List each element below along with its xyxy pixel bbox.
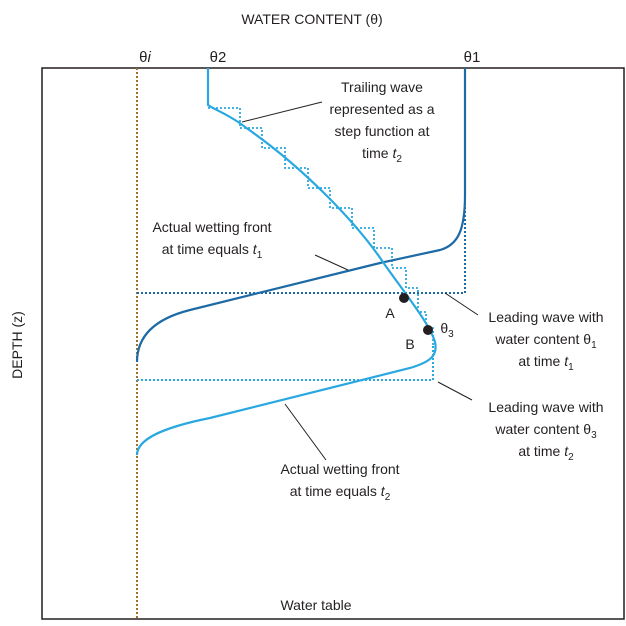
title: WATER CONTENT (θ) — [241, 11, 382, 27]
leading-wave-t2 — [137, 345, 434, 381]
annotation-line: water content θ3 — [494, 421, 597, 441]
annotation-line: Actual wetting front — [280, 461, 399, 477]
text: θ2 — [210, 49, 227, 66]
text: time — [362, 145, 392, 161]
leader-line — [284, 403, 327, 461]
leader-line — [314, 254, 349, 271]
annotation-line: Trailing wave — [341, 79, 423, 95]
leader-line — [241, 101, 323, 123]
variable: t — [381, 483, 386, 499]
variable: t — [392, 145, 397, 161]
text: water content θ — [494, 331, 591, 347]
text: θ1 — [464, 49, 481, 66]
top-label: θ1 — [464, 49, 481, 66]
bottom-label: Water table — [280, 597, 351, 613]
point-label: B — [405, 336, 414, 352]
leader-line — [437, 381, 473, 401]
annotation-line: time t2 — [362, 145, 402, 165]
annotation-line: at time equals t2 — [290, 483, 391, 503]
variable: i — [148, 49, 152, 66]
text: at time — [518, 443, 564, 459]
annotation-line: Leading wave with — [488, 309, 603, 325]
subscript: 3 — [448, 329, 454, 340]
text: Leading wave with — [488, 399, 603, 415]
wetting-front-t2 — [135, 68, 437, 456]
text: θ — [139, 49, 147, 66]
text: at time equals — [162, 241, 253, 257]
annotation-line: at time equals t1 — [162, 241, 263, 261]
variable: t — [564, 443, 569, 459]
text: Actual wetting front — [280, 461, 399, 477]
text: B — [405, 336, 414, 352]
variable: t — [564, 353, 569, 369]
subscript: 1 — [257, 250, 263, 261]
subscript: 1 — [591, 340, 597, 351]
text: step function at — [335, 123, 430, 139]
subscript: 2 — [396, 154, 402, 165]
text: water content θ — [494, 421, 591, 437]
top-label: θi — [139, 49, 151, 66]
frame — [41, 67, 625, 620]
variable: t — [253, 241, 258, 257]
annotation-line: at time t1 — [518, 353, 574, 373]
subscript: 3 — [591, 430, 597, 441]
text: represented as a — [329, 101, 434, 117]
text: A — [385, 305, 395, 321]
annotation-line: Actual wetting front — [152, 219, 271, 235]
point-label: θ3 — [440, 320, 454, 340]
point-label: A — [385, 305, 395, 321]
leading-wave-t1 — [137, 195, 466, 294]
text: at time equals — [290, 483, 381, 499]
text: Trailing wave — [341, 79, 423, 95]
y-axis-label: DEPTH (z) — [9, 311, 25, 379]
annotation-line: at time t2 — [518, 443, 574, 463]
annotation-line: water content θ1 — [494, 331, 597, 351]
wetting-front-t1 — [135, 68, 467, 363]
subscript: 2 — [568, 452, 574, 463]
text: at time — [518, 353, 564, 369]
text: θ — [440, 320, 448, 336]
leader-line — [444, 292, 479, 316]
text: Actual wetting front — [152, 219, 271, 235]
top-label: θ2 — [210, 49, 227, 66]
point-a — [399, 293, 409, 303]
point-b — [423, 325, 433, 335]
annotation-line: Leading wave with — [488, 399, 603, 415]
subscript: 2 — [385, 492, 391, 503]
subscript: 1 — [568, 362, 574, 373]
annotation-line: step function at — [335, 123, 430, 139]
annotation-line: represented as a — [329, 101, 434, 117]
text: Leading wave with — [488, 309, 603, 325]
